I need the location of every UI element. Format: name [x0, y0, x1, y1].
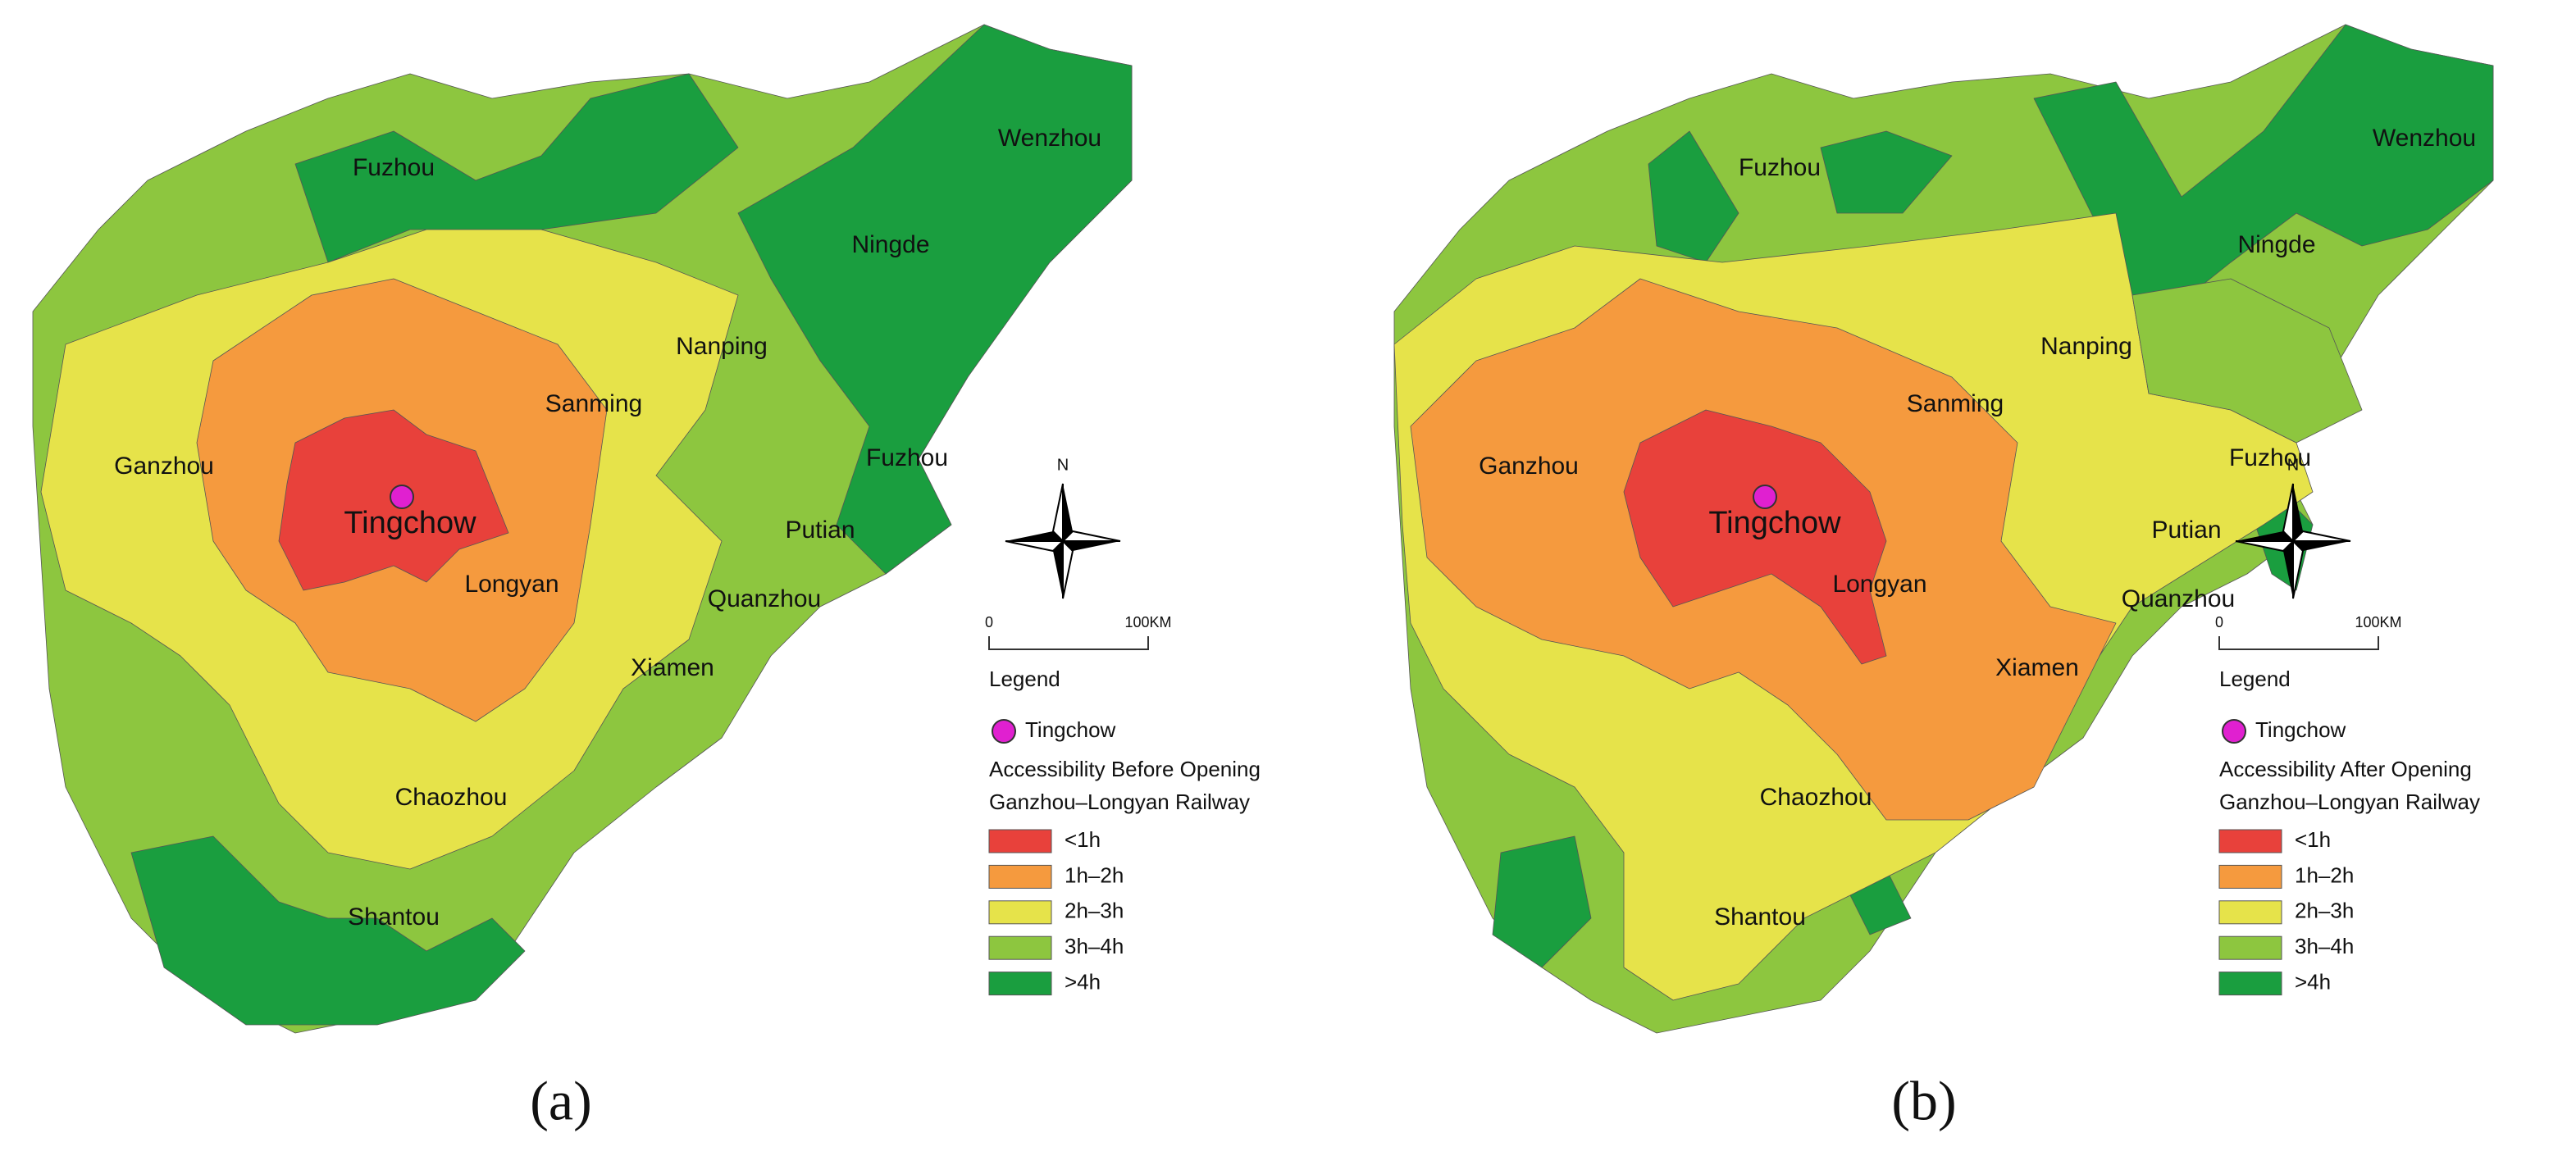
city-label: Ningde	[851, 231, 929, 258]
city-label: Quanzhou	[2122, 585, 2235, 612]
city-label: Fuzhou	[2229, 444, 2311, 471]
city-label: Xiamen	[1995, 654, 2079, 681]
scale-label: 100KM	[2355, 614, 2401, 630]
legend-heading: Accessibility After Opening	[2219, 757, 2472, 781]
legends: (a) N 0 100KM Legend Tingchow Accessibility Be…	[530, 456, 2480, 1131]
city-label: Longyan	[1832, 571, 1926, 598]
legend-swatch	[2218, 935, 2282, 960]
legend-label: >4h	[1065, 969, 1101, 994]
legend-swatch	[988, 864, 1052, 889]
legend-swatch	[2218, 972, 2282, 996]
legend-label: 2h–3h	[1065, 899, 1124, 923]
scale-bar	[988, 636, 1149, 650]
legend-swatch	[2218, 864, 2282, 889]
city-label: Putian	[785, 517, 855, 544]
legend-heading: Accessibility Before Opening	[989, 757, 1261, 781]
city-label: Nanping	[2040, 333, 2132, 360]
legend-label: 3h–4h	[2295, 934, 2354, 958]
city-label: Wenzhou	[2373, 125, 2476, 152]
city-label: Fuzhou	[1739, 154, 1821, 181]
region	[737, 24, 1133, 575]
legend-label: Tingchow	[1025, 717, 1116, 742]
city-label: Chaozhou	[395, 784, 508, 811]
legend-label: >4h	[2295, 969, 2331, 994]
city-label: Sanming	[545, 390, 642, 417]
city-label: Tingchow	[1708, 506, 1841, 540]
region	[294, 73, 739, 263]
legend-block: (a) N 0 100KM Legend Tingchow Accessibility Be…	[530, 456, 1261, 1131]
city-label: Ganzhou	[1479, 453, 1579, 480]
legend-swatch	[2218, 900, 2282, 925]
region	[1820, 130, 1953, 214]
legend-swatch	[988, 829, 1052, 853]
city-labels-b: Fuzhou Wenzhou Ningde Nanping Sanming Ga…	[1479, 125, 2476, 931]
legend-label: 3h–4h	[1065, 934, 1124, 958]
city-label: Ganzhou	[114, 453, 214, 480]
city-label: Chaozhou	[1760, 784, 1872, 811]
region	[1492, 835, 1592, 968]
city-label: Shantou	[348, 903, 440, 931]
legend-label: 1h–2h	[2295, 862, 2354, 887]
legend-heading: Ganzhou–Longyan Railway	[989, 790, 1250, 814]
city-label: Nanping	[676, 333, 768, 360]
legend-block: (b) N 0 100KM Legend Tingchow Accessibility Af…	[1891, 456, 2480, 1131]
panel-label: (b)	[1891, 1070, 1956, 1132]
city-label: Longyan	[464, 571, 559, 598]
north-label: N	[1057, 456, 1069, 474]
city-labels-a: Fuzhou Wenzhou Ningde Nanping Sanming Ga…	[114, 125, 1101, 931]
region	[1623, 409, 1887, 665]
city-label: Ningde	[2237, 231, 2315, 258]
scale-label: 100KM	[1124, 614, 1171, 630]
scale-label: 0	[985, 614, 993, 630]
legend-label: Tingchow	[2255, 717, 2346, 742]
city-label: Shantou	[1714, 903, 1806, 931]
legend-label: 1h–2h	[1065, 862, 1124, 887]
scale-label: 0	[2215, 614, 2223, 630]
region	[2131, 278, 2363, 444]
legend-title: Legend	[2219, 667, 2291, 691]
legend-label: <1h	[1065, 827, 1101, 852]
legend-swatch	[2218, 829, 2282, 853]
city-label: Tingchow	[344, 506, 476, 540]
legend-label: <1h	[2295, 827, 2331, 852]
panel-label: (a)	[530, 1070, 591, 1132]
north-label: N	[2287, 456, 2299, 474]
city-label: Fuzhou	[353, 154, 435, 181]
legend-swatch	[988, 900, 1052, 925]
region	[1648, 130, 1739, 263]
legend-title: Legend	[989, 667, 1060, 691]
city-label: Wenzhou	[998, 125, 1101, 152]
origin-marker	[1753, 485, 1777, 509]
city-label: Putian	[2151, 517, 2221, 544]
legend-swatch	[988, 972, 1052, 996]
legend-label: 2h–3h	[2295, 899, 2354, 923]
north-arrow	[1005, 483, 1121, 599]
map-a	[32, 24, 1133, 1034]
city-label: Sanming	[1907, 390, 2004, 417]
region	[130, 835, 526, 1026]
legend-marker	[992, 719, 1016, 744]
scale-bar	[2218, 636, 2379, 650]
legend-marker	[2222, 719, 2246, 744]
origin-marker	[390, 485, 414, 509]
legend-swatch	[988, 935, 1052, 960]
city-label: Fuzhou	[866, 444, 948, 471]
legend-heading: Ganzhou–Longyan Railway	[2219, 790, 2480, 814]
city-label: Xiamen	[631, 654, 714, 681]
city-label: Quanzhou	[708, 585, 821, 612]
